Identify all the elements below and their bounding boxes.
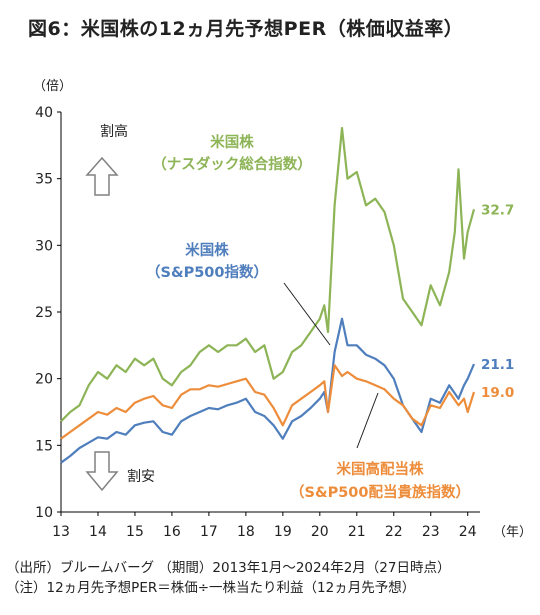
leader-line-sp500: [283, 282, 331, 346]
chart-axes: 10 15 20 25 30 35 40 （倍） 13 14 15 16 17 18 19 20 21 22 23 2…: [33, 79, 532, 540]
undervalued-label: 割安: [127, 468, 155, 485]
y-tick-label: 25: [35, 305, 53, 321]
x-tick-label: 23: [422, 524, 440, 540]
end-value-nasdaq: 32.7: [481, 202, 514, 218]
x-tick-label: 13: [52, 524, 70, 540]
end-value-dividend: 19.0: [481, 385, 514, 401]
x-tick-label: 19: [274, 524, 292, 540]
x-tick-label: 24: [459, 524, 477, 540]
down-arrow-icon: [85, 451, 119, 492]
series-label-nasdaq: （ナスダック総合指数）: [152, 155, 312, 173]
y-tick-label: 20: [35, 372, 53, 388]
y-tick-label: 40: [35, 105, 53, 121]
series-label-dividend: 米国高配当株: [337, 460, 424, 478]
x-tick-label: 21: [348, 524, 366, 540]
series-label-nasdaq: 米国株: [210, 133, 254, 151]
chart-title: 図6：米国株の12ヵ月先予想PER（株価収益率）: [28, 18, 464, 40]
series-line-dividend: [60, 364, 476, 440]
y-tick-label: 30: [35, 238, 53, 254]
y-tick-label: 15: [35, 438, 53, 454]
x-tick-label: 20: [311, 524, 329, 540]
series-label-sp500: （S&P500指数）: [146, 263, 268, 281]
x-tick-label: 18: [237, 524, 255, 540]
series-labels: 32.7 21.1 19.0 米国株 （ナスダック総合指数） 米国株 （S&P500指数） 米…: [146, 133, 514, 501]
x-tick-label: 14: [89, 524, 107, 540]
y-tick-label: 35: [35, 172, 53, 188]
y-axis-label: （倍）: [33, 79, 72, 94]
per-line-chart: 10 15 20 25 30 35 40 （倍） 13 14 15 16 17 18 19 20 21 22 23 2…: [33, 79, 532, 540]
source-note: （出所）ブルームバーグ （期間）2013年1月～2024年2月（27日時点）: [6, 560, 451, 576]
overvalued-label: 割高: [100, 123, 128, 140]
y-tick-label: 10: [35, 505, 53, 521]
leader-line-dividend: [356, 392, 379, 449]
x-tick-label: 16: [163, 524, 181, 540]
series-line-nasdaq: [60, 126, 476, 423]
up-arrow-icon: [85, 156, 119, 196]
end-value-sp500: 21.1: [481, 357, 514, 373]
series-label-sp500: 米国株: [185, 241, 229, 259]
series-line-sp500: [60, 317, 476, 464]
x-tick-label: 17: [200, 524, 218, 540]
series-lines: [60, 126, 476, 464]
x-tick-label: 15: [126, 524, 144, 540]
definition-note: （注）12ヵ月先予想PER＝株価÷一株当たり利益（12ヵ月先予想）: [6, 580, 416, 596]
chart-notes: （出所）ブルームバーグ （期間）2013年1月～2024年2月（27日時点） （…: [6, 558, 450, 598]
x-tick-label: 22: [385, 524, 403, 540]
x-axis-label: （年）: [493, 525, 532, 540]
series-label-dividend: （S&P500配当貴族指数）: [290, 483, 470, 501]
